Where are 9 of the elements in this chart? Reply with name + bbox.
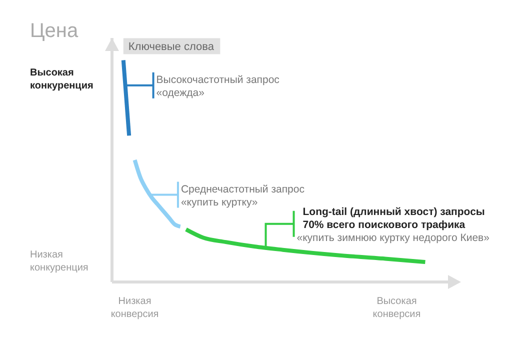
x-tick-label: Высокая конверсия — [372, 296, 421, 320]
x-tick-label: Низкая конверсия — [110, 296, 159, 320]
annotation: Среднечастотный запрос «купить куртку» — [180, 183, 304, 208]
text: Высокая конкуренция — [30, 68, 94, 92]
y-axis-title: Цена — [30, 20, 78, 43]
annotation: Long-tail (длинный хвост) запросы 70% всего поискового трафика «купить зимнюю куртку недорого Киев» — [296, 206, 490, 244]
annotation: Высокочастотный запрос «одежда» — [156, 74, 280, 99]
text: Низкая конкуренция — [30, 250, 88, 274]
text: Ключевые слова — [128, 41, 215, 54]
